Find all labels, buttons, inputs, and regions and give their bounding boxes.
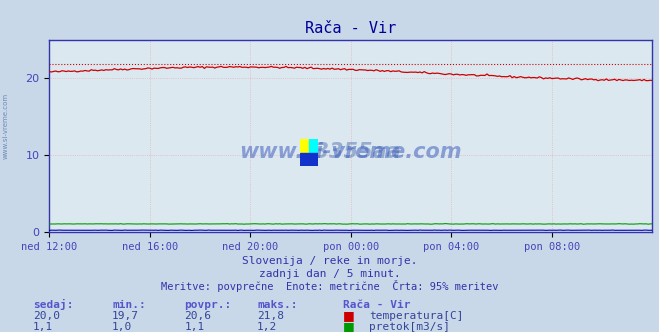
Text: www.si-vreme.com: www.si-vreme.com — [240, 141, 462, 162]
Text: min.:: min.: — [112, 300, 146, 310]
Title: Rača - Vir: Rača - Vir — [305, 21, 397, 36]
Bar — [300, 153, 318, 166]
Text: povpr.:: povpr.: — [185, 300, 232, 310]
Text: #3355aa: #3355aa — [301, 141, 401, 162]
Text: temperatura[C]: temperatura[C] — [369, 311, 463, 321]
Text: zadnji dan / 5 minut.: zadnji dan / 5 minut. — [258, 269, 401, 279]
Text: ■: ■ — [343, 309, 355, 322]
Text: ■: ■ — [343, 320, 355, 332]
Text: 1,1: 1,1 — [185, 322, 205, 332]
Text: pretok[m3/s]: pretok[m3/s] — [369, 322, 450, 332]
Text: 19,7: 19,7 — [112, 311, 139, 321]
Text: maks.:: maks.: — [257, 300, 297, 310]
Bar — [309, 139, 318, 153]
Text: 20,0: 20,0 — [33, 311, 60, 321]
Text: 1,2: 1,2 — [257, 322, 277, 332]
Text: sedaj:: sedaj: — [33, 299, 73, 310]
Text: www.si-vreme.com: www.si-vreme.com — [2, 93, 9, 159]
Text: Slovenija / reke in morje.: Slovenija / reke in morje. — [242, 256, 417, 266]
Text: 1,0: 1,0 — [112, 322, 132, 332]
Text: 20,6: 20,6 — [185, 311, 212, 321]
Text: Rača - Vir: Rača - Vir — [343, 300, 410, 310]
Text: 21,8: 21,8 — [257, 311, 284, 321]
Text: Meritve: povprečne  Enote: metrične  Črta: 95% meritev: Meritve: povprečne Enote: metrične Črta:… — [161, 281, 498, 292]
Bar — [300, 139, 309, 153]
Text: 1,1: 1,1 — [33, 322, 53, 332]
